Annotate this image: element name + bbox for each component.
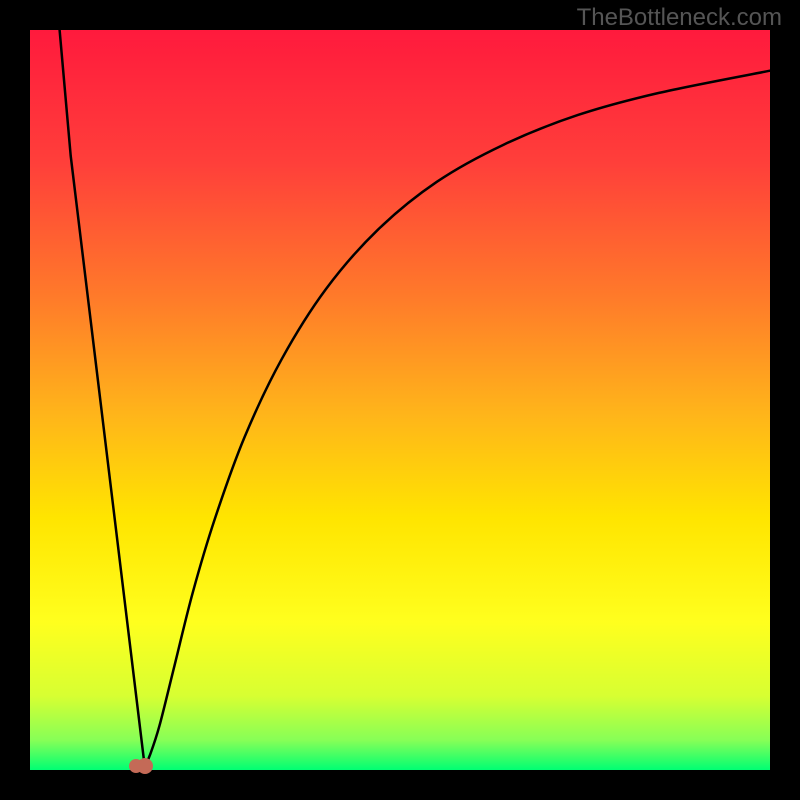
watermark-text: TheBottleneck.com <box>577 4 782 32</box>
curve-layer <box>30 30 770 770</box>
chart-frame: TheBottleneck.com <box>0 0 800 800</box>
plot-area <box>30 30 770 770</box>
min-marker-1 <box>129 759 143 773</box>
bottleneck-curve <box>60 30 770 766</box>
